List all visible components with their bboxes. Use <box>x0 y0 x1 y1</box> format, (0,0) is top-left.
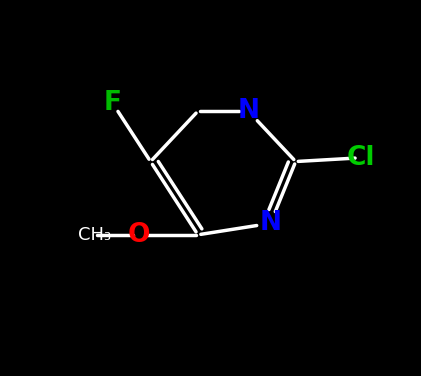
Text: F: F <box>104 90 122 116</box>
Text: N: N <box>237 98 259 124</box>
Text: O: O <box>128 222 150 248</box>
Text: CH₃: CH₃ <box>78 226 111 244</box>
Text: N: N <box>259 210 282 237</box>
Text: Cl: Cl <box>346 145 375 171</box>
